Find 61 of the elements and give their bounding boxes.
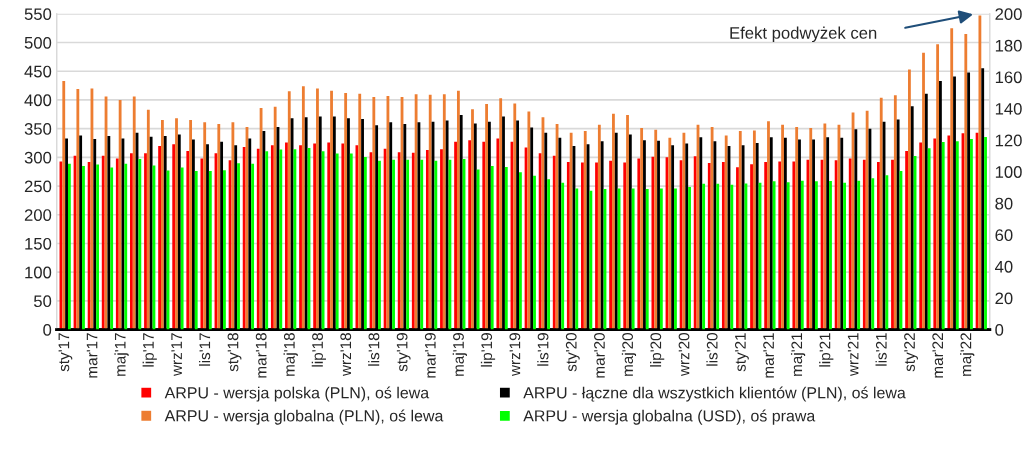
x-tick-label: lip'18	[311, 333, 326, 367]
y-tick-label: 150	[25, 237, 52, 250]
legend-label: ARPU - wersja polska (PLN), oś lewa	[164, 386, 430, 402]
x-tick-label: lip'20	[650, 332, 665, 367]
x-tick-label: wrz'17	[171, 333, 182, 377]
x-tick-label: mar'20	[594, 332, 605, 378]
x-tick-label: sty'21	[734, 333, 749, 372]
y2-tick-label: 60	[995, 229, 1013, 242]
x-tick-label: wrz'19	[509, 333, 521, 377]
legend-label: ARPU - wersja globalna (USD), oś prawa	[523, 409, 816, 425]
x-tick-label: maj'18	[283, 333, 298, 376]
y2-tick-label: 200	[995, 8, 1022, 21]
y-tick-label: 300	[24, 151, 52, 164]
y2-tick-label: 40	[995, 260, 1013, 273]
x-tick-label: mar'18	[255, 333, 267, 378]
y2-tick-label: 140	[995, 102, 1022, 115]
x-tick-label: mar'21	[763, 333, 774, 378]
x-tick-label: lis'21	[875, 333, 887, 366]
x-tick-label: maj'19	[452, 333, 467, 376]
annotation: Efekt podwyżek cen	[730, 26, 877, 43]
x-tick-label: maj'20	[621, 332, 637, 376]
y2-tick-label: 80	[995, 197, 1013, 210]
x-tick-label: mar'19	[424, 333, 436, 378]
y-tick-label: 200	[24, 209, 52, 221]
y2-tick-label: 160	[995, 71, 1022, 84]
x-tick-label: lip'19	[480, 333, 496, 367]
y2-tick-label: 20	[995, 292, 1013, 305]
x-tick-label: sty'19	[396, 333, 411, 372]
y2-tick-label: 0	[995, 324, 1004, 336]
y-tick-label: 0	[43, 324, 52, 336]
x-tick-label: lip'21	[819, 333, 834, 367]
x-tick-label: maj'17	[114, 333, 129, 376]
x-tick-label: sty'17	[58, 333, 73, 372]
legend-label: ARPU - łączne dla wszystkich klientów (PLN), oś lewa	[523, 386, 906, 402]
y-tick-label: 250	[24, 180, 52, 193]
x-tick-label: lip'17	[142, 333, 157, 367]
x-tick-label: lis'17	[198, 333, 211, 366]
y-tick-label: 450	[24, 65, 52, 78]
x-tick-label: maj'21	[790, 333, 806, 376]
y2-tick-label: 100	[995, 166, 1022, 178]
y-tick-label: 500	[24, 36, 52, 49]
y-tick-label: 400	[24, 94, 52, 107]
legend-label: ARPU - wersja globalna (PLN), oś lewa	[164, 409, 444, 425]
y2-tick-label: 120	[995, 134, 1022, 147]
x-tick-label: lis'18	[368, 333, 380, 366]
x-tick-label: sty'20	[565, 332, 580, 372]
x-tick-label: wrz'18	[340, 333, 352, 377]
x-tick-label: mar'22	[932, 333, 944, 378]
x-tick-label: sty'22	[904, 333, 918, 372]
y-tick-label: 550	[24, 8, 52, 21]
y-tick-label: 350	[24, 123, 52, 135]
x-tick-label: wrz'20	[678, 332, 690, 377]
x-tick-label: maj'22	[960, 333, 975, 376]
y-tick-label: 50	[33, 295, 52, 308]
x-tick-label: lis'20	[706, 332, 718, 366]
y2-tick-label: 180	[995, 39, 1022, 52]
x-tick-label: mar'17	[86, 333, 98, 378]
x-tick-label: sty'18	[227, 333, 242, 372]
y-tick-label: 100	[25, 266, 52, 279]
x-tick-label: lis'19	[537, 333, 549, 366]
x-tick-label: wrz'21	[847, 333, 859, 377]
